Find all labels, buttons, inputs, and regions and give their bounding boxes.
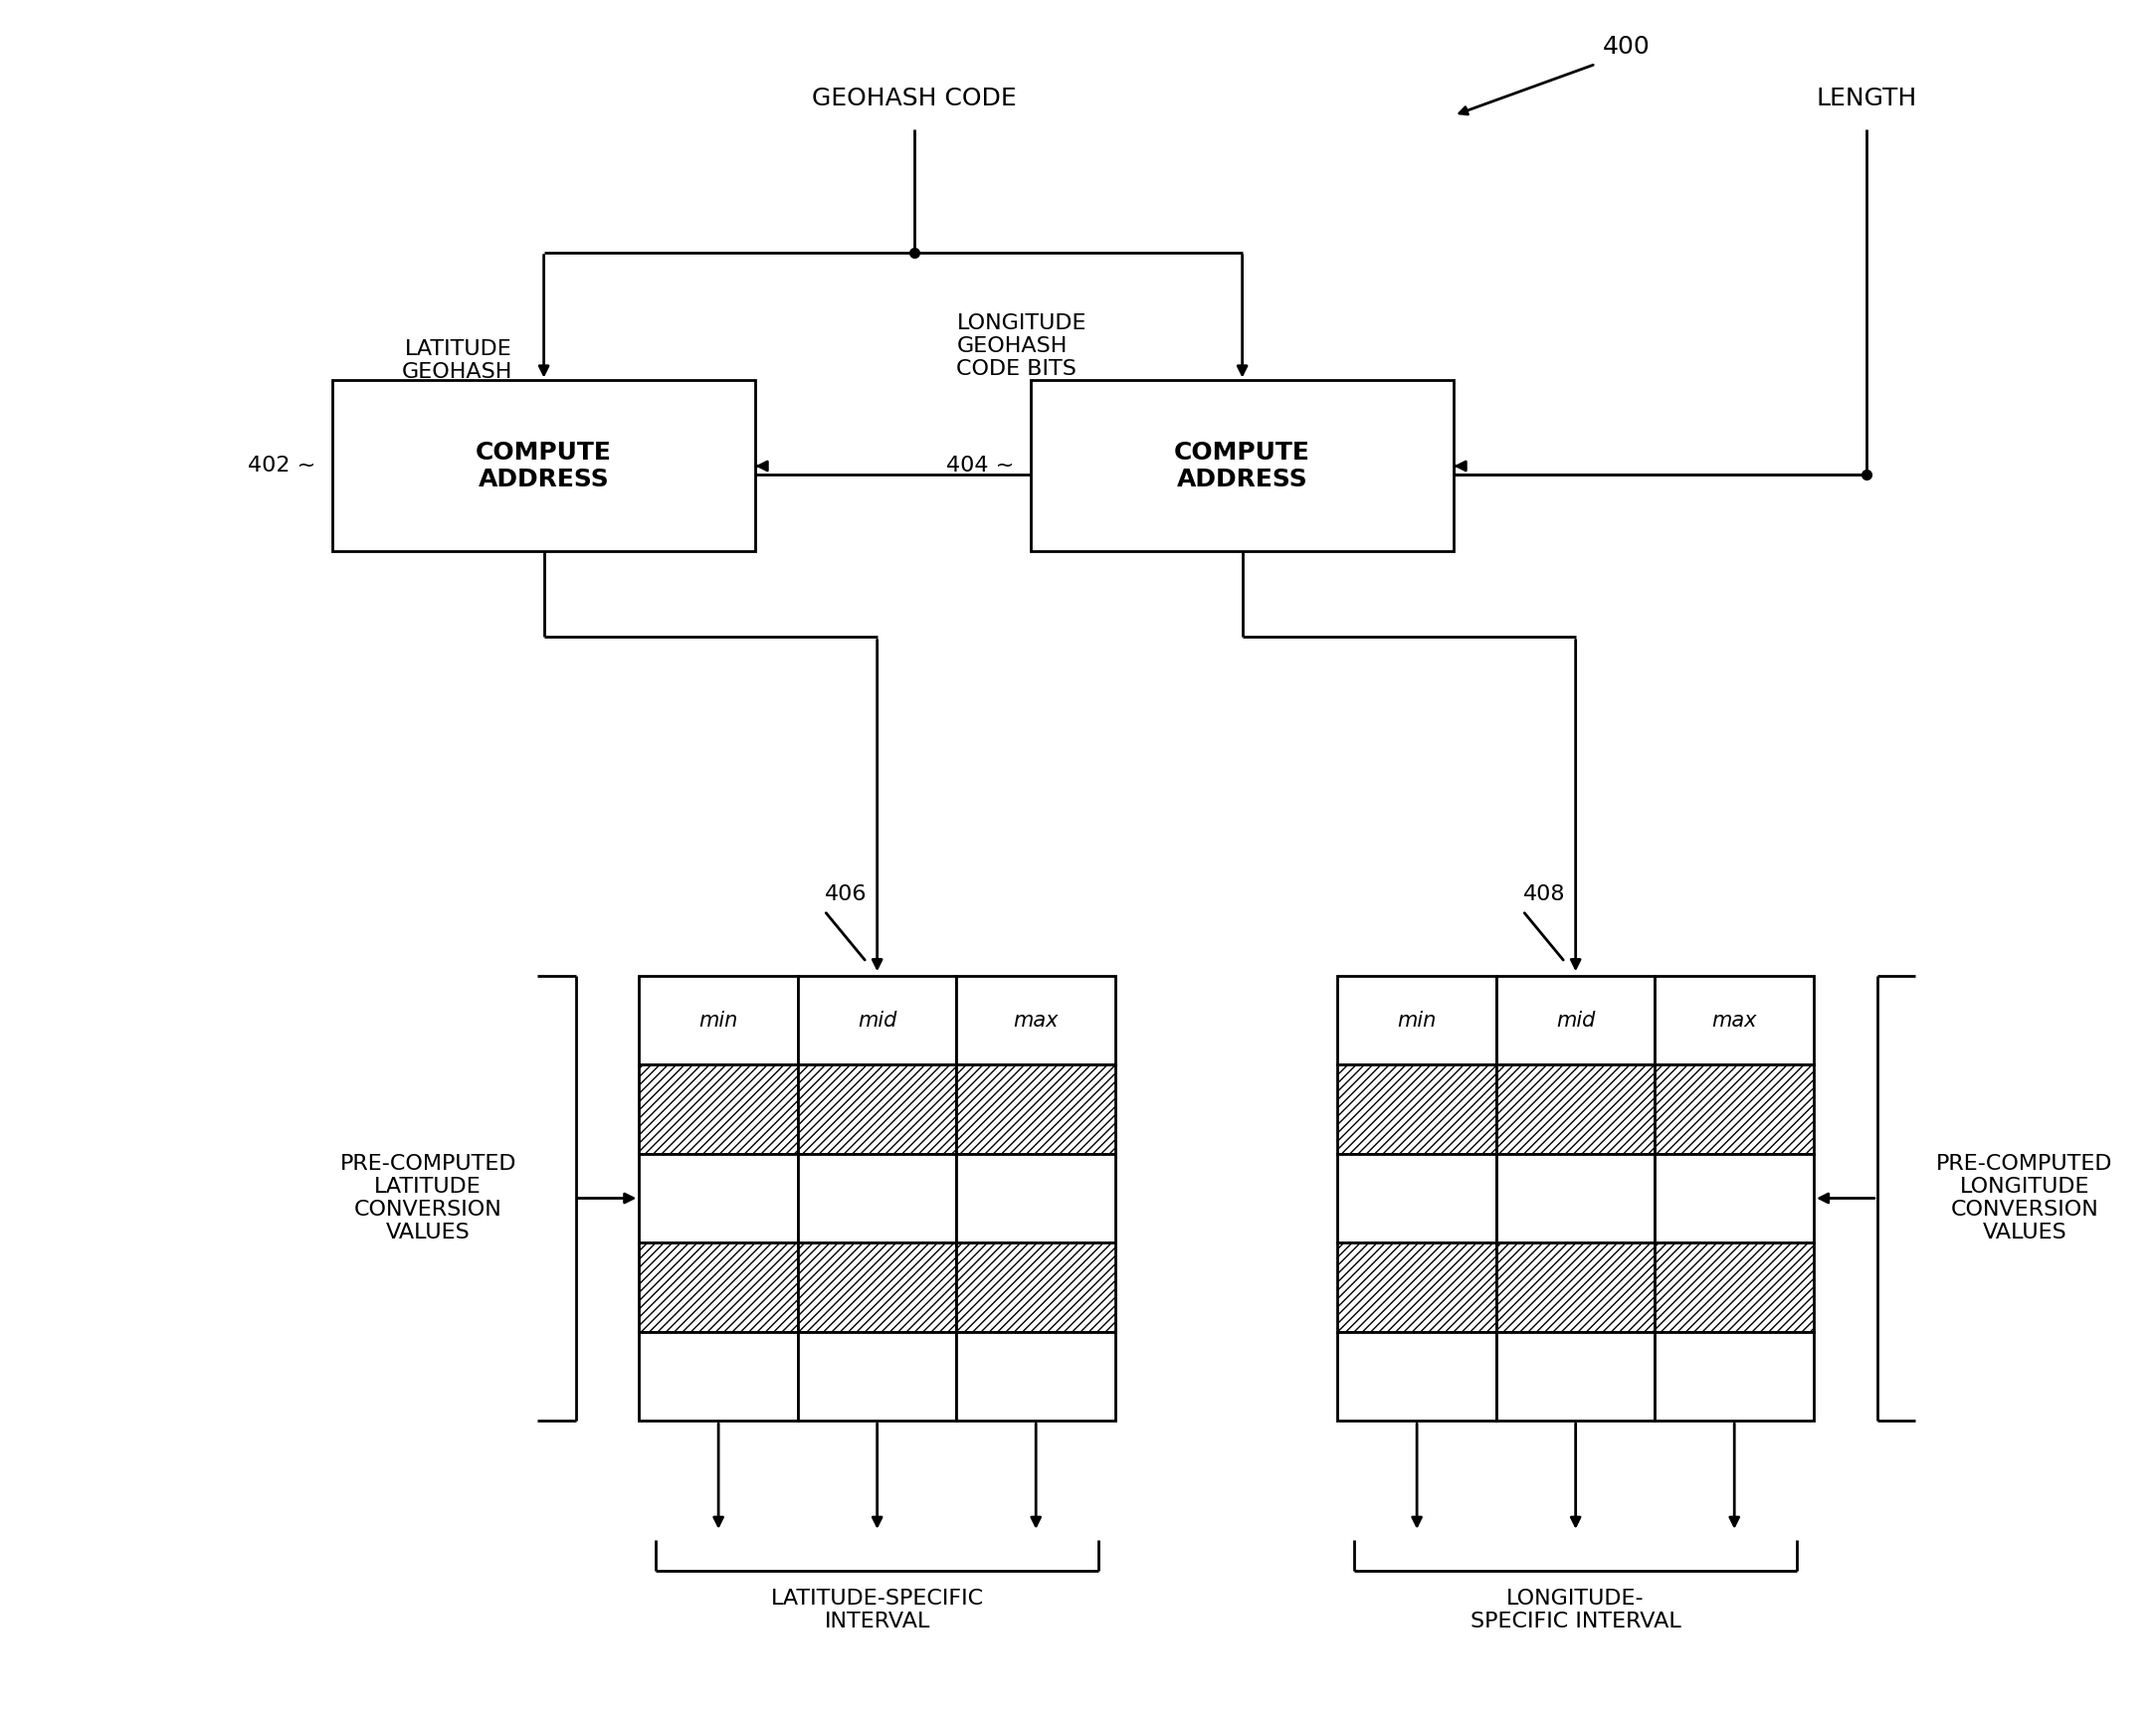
Text: LENGTH: LENGTH xyxy=(1815,86,1917,110)
Text: 408: 408 xyxy=(1522,884,1565,904)
Bar xyxy=(1656,1064,1813,1153)
Bar xyxy=(1337,1153,1496,1243)
Bar xyxy=(1337,1332,1496,1420)
Bar xyxy=(1337,976,1496,1064)
Bar xyxy=(957,1332,1115,1420)
Text: 404 ~: 404 ~ xyxy=(946,456,1013,476)
Text: mid: mid xyxy=(858,1011,897,1030)
Bar xyxy=(638,1332,798,1420)
Text: LONGITUDE
GEOHASH
CODE BITS: LONGITUDE GEOHASH CODE BITS xyxy=(957,313,1087,380)
Bar xyxy=(1656,1332,1813,1420)
Text: LONGITUDE-
SPECIFIC INTERVAL: LONGITUDE- SPECIFIC INTERVAL xyxy=(1470,1588,1682,1631)
Bar xyxy=(1656,976,1813,1064)
Bar xyxy=(638,1064,798,1153)
Bar xyxy=(1337,1243,1496,1332)
Text: LATITUDE-SPECIFIC
INTERVAL: LATITUDE-SPECIFIC INTERVAL xyxy=(770,1588,983,1631)
Text: min: min xyxy=(699,1011,737,1030)
Bar xyxy=(957,1243,1115,1332)
Bar xyxy=(1031,380,1453,552)
Bar xyxy=(798,976,957,1064)
Text: 406: 406 xyxy=(824,884,867,904)
Bar xyxy=(798,1243,957,1332)
Text: COMPUTE
ADDRESS: COMPUTE ADDRESS xyxy=(1175,440,1311,492)
Bar xyxy=(957,976,1115,1064)
Bar xyxy=(638,1243,798,1332)
Bar xyxy=(1496,1332,1656,1420)
Text: 400: 400 xyxy=(1602,34,1649,58)
Bar xyxy=(1656,1153,1813,1243)
Text: GEOHASH CODE: GEOHASH CODE xyxy=(813,86,1018,110)
Text: 402 ~: 402 ~ xyxy=(248,456,315,476)
Bar xyxy=(1496,1153,1656,1243)
Bar xyxy=(798,1332,957,1420)
Bar xyxy=(798,1153,957,1243)
Text: max: max xyxy=(1013,1011,1059,1030)
Text: mid: mid xyxy=(1557,1011,1595,1030)
Bar xyxy=(1337,1064,1496,1153)
Bar xyxy=(1656,1243,1813,1332)
Text: LATITUDE
GEOHASH
CODE BITS: LATITUDE GEOHASH CODE BITS xyxy=(392,339,513,406)
Bar xyxy=(638,976,798,1064)
Bar xyxy=(957,1064,1115,1153)
Bar xyxy=(1496,1243,1656,1332)
Bar xyxy=(957,1153,1115,1243)
Text: PRE-COMPUTED
LATITUDE
CONVERSION
VALUES: PRE-COMPUTED LATITUDE CONVERSION VALUES xyxy=(341,1153,515,1243)
Bar xyxy=(1496,1064,1656,1153)
Text: max: max xyxy=(1712,1011,1757,1030)
Bar xyxy=(638,1153,798,1243)
Text: min: min xyxy=(1397,1011,1436,1030)
Bar xyxy=(798,1064,957,1153)
Bar xyxy=(332,380,755,552)
Bar xyxy=(1496,976,1656,1064)
Text: COMPUTE
ADDRESS: COMPUTE ADDRESS xyxy=(476,440,612,492)
Text: PRE-COMPUTED
LONGITUDE
CONVERSION
VALUES: PRE-COMPUTED LONGITUDE CONVERSION VALUES xyxy=(1936,1153,2113,1243)
